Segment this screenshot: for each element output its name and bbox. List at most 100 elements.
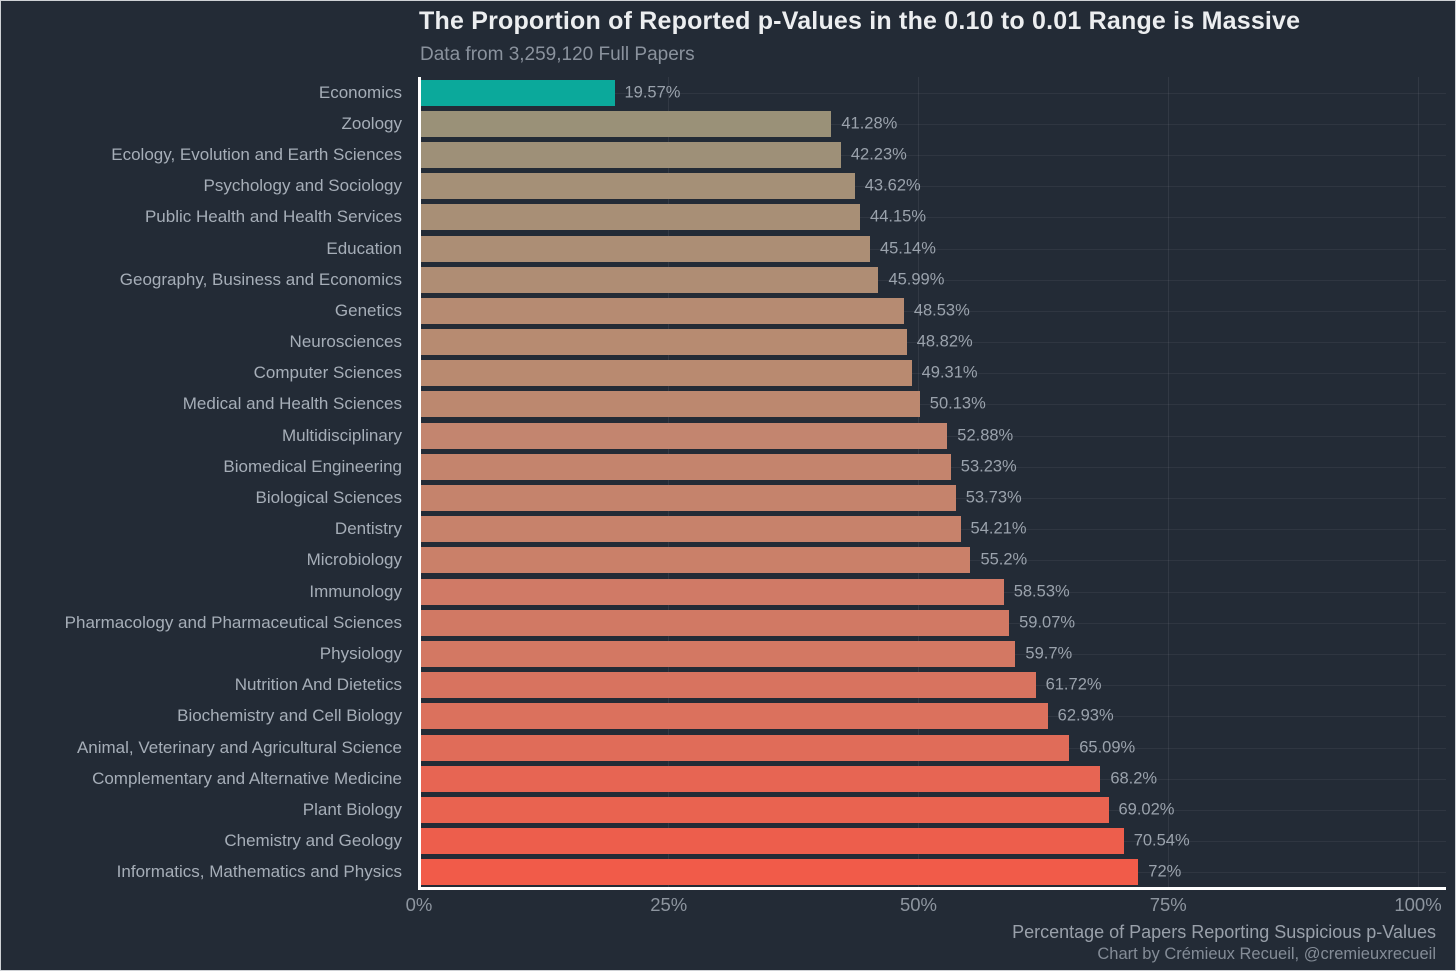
category-label: Public Health and Health Services <box>144 207 402 227</box>
bar-row: Education 45.14% <box>1 233 1455 264</box>
bar-row: Biochemistry and Cell Biology 62.93% <box>1 701 1455 732</box>
bar-row: Nutrition And Dietetics 61.72% <box>1 670 1455 701</box>
bar-row: Animal, Veterinary and Agricultural Scie… <box>1 732 1455 763</box>
category-label: Biochemistry and Cell Biology <box>177 706 402 726</box>
gridline-horizontal <box>419 123 1446 125</box>
category-label: Pharmacology and Pharmaceutical Sciences <box>64 612 402 632</box>
gridline-vertical <box>668 77 670 888</box>
bar-row: Medical and Health Sciences 50.13% <box>1 389 1455 420</box>
y-axis-line <box>418 77 421 890</box>
category-label: Biological Sciences <box>255 488 402 508</box>
gridline-horizontal <box>419 342 1446 344</box>
gridline-horizontal <box>419 154 1446 156</box>
category-label: Animal, Veterinary and Agricultural Scie… <box>76 737 402 757</box>
gridline-vertical <box>1417 77 1419 888</box>
category-label: Nutrition And Dietetics <box>234 675 402 695</box>
bar <box>419 329 907 356</box>
gridline-horizontal <box>419 373 1446 375</box>
category-label: Zoology <box>341 113 402 133</box>
bar-row: Neurosciences 48.82% <box>1 327 1455 358</box>
bar-row: Psychology and Sociology 43.62% <box>1 171 1455 202</box>
bar <box>419 547 971 574</box>
category-label: Informatics, Mathematics and Physics <box>116 862 402 882</box>
category-label: Immunology <box>309 581 402 601</box>
chart-subtitle: Data from 3,259,120 Full Papers <box>420 44 695 65</box>
bar <box>419 391 920 418</box>
category-label: Ecology, Evolution and Earth Sciences <box>111 144 402 164</box>
x-axis-tick-label: 50% <box>899 894 938 915</box>
x-axis-line <box>418 887 1446 890</box>
bar-value-label: 53.23% <box>960 457 1017 476</box>
x-axis-title: Percentage of Papers Reporting Suspiciou… <box>1012 922 1436 942</box>
bar-value-label: 42.23% <box>850 145 907 164</box>
bar-track: 50.13% <box>419 389 1455 420</box>
bar-value-label: 54.21% <box>970 519 1027 538</box>
chart-caption: Chart by Crémieux Recueil, @cremieuxrecu… <box>1097 945 1436 963</box>
bar-value-label: 70.54% <box>1133 831 1190 850</box>
bar-value-label: 68.2% <box>1110 769 1158 788</box>
bar-row: Multidisciplinary 52.88% <box>1 420 1455 451</box>
bar <box>419 485 956 512</box>
bar-row: Ecology, Evolution and Earth Sciences 42.… <box>1 139 1455 170</box>
bar-value-label: 48.53% <box>913 301 970 320</box>
bar-track: 68.2% <box>419 763 1455 794</box>
category-label: Genetics <box>334 300 402 320</box>
bar <box>419 765 1101 792</box>
bar-row: Pharmacology and Pharmaceutical Sciences… <box>1 607 1455 638</box>
category-label: Education <box>326 238 402 258</box>
bar-value-label: 19.57% <box>624 83 681 102</box>
gridline-horizontal <box>419 248 1446 250</box>
bar-value-label: 72% <box>1148 862 1182 881</box>
bar-value-label: 69.02% <box>1118 800 1175 819</box>
category-label: Microbiology <box>306 550 402 570</box>
category-label: Dentistry <box>334 519 402 539</box>
category-label: Physiology <box>319 643 402 663</box>
bar-track: 59.7% <box>419 638 1455 669</box>
bar-track: 48.53% <box>419 295 1455 326</box>
bar-row: Complementary and Alternative Medicine 68… <box>1 763 1455 794</box>
bar <box>419 578 1004 605</box>
bar <box>419 173 855 200</box>
bar-value-label: 58.53% <box>1013 582 1070 601</box>
bar-row: Chemistry and Geology 70.54% <box>1 826 1455 857</box>
bar-track: 45.99% <box>419 264 1455 295</box>
category-label: Complementary and Alternative Medicine <box>92 768 402 788</box>
bar-value-label: 52.88% <box>957 426 1014 445</box>
bar-track: 62.93% <box>419 701 1455 732</box>
bar-track: 42.23% <box>419 139 1455 170</box>
bar-row: Geography, Business and Economics 45.99% <box>1 264 1455 295</box>
bar-row: Biomedical Engineering 53.23% <box>1 451 1455 482</box>
category-label: Chemistry and Geology <box>224 831 402 851</box>
bar-value-label: 43.62% <box>864 176 921 195</box>
chart-title: The Proportion of Reported p-Values in t… <box>419 7 1301 35</box>
bar-track: 69.02% <box>419 794 1455 825</box>
bar <box>419 204 861 231</box>
gridline-horizontal <box>419 92 1446 94</box>
bar <box>419 672 1036 699</box>
bar <box>419 703 1048 730</box>
bar <box>419 796 1109 823</box>
bar-value-label: 59.07% <box>1019 613 1076 632</box>
bar <box>419 141 841 168</box>
category-label: Computer Sciences <box>253 363 402 383</box>
bar <box>419 859 1139 886</box>
bar <box>419 422 948 449</box>
gridline-horizontal <box>419 279 1446 281</box>
bar-track: 43.62% <box>419 171 1455 202</box>
bar-track: 52.88% <box>419 420 1455 451</box>
bar-row: Biological Sciences 53.73% <box>1 482 1455 513</box>
bar <box>419 828 1124 855</box>
x-axis-tick-label: 0% <box>405 894 433 915</box>
x-axis-tick-label: 75% <box>1149 894 1187 915</box>
bar-row: Computer Sciences 49.31% <box>1 358 1455 389</box>
bar-row: Economics 19.57% <box>1 77 1455 108</box>
category-label: Geography, Business and Economics <box>119 269 402 289</box>
category-label: Neurosciences <box>289 332 402 352</box>
bar <box>419 734 1070 761</box>
bar-row: Zoology 41.28% <box>1 108 1455 139</box>
bar-value-label: 61.72% <box>1045 675 1102 694</box>
bar-value-label: 59.7% <box>1025 644 1073 663</box>
gridline-horizontal <box>419 186 1446 188</box>
bar <box>419 640 1016 667</box>
bar-value-label: 65.09% <box>1079 738 1136 757</box>
